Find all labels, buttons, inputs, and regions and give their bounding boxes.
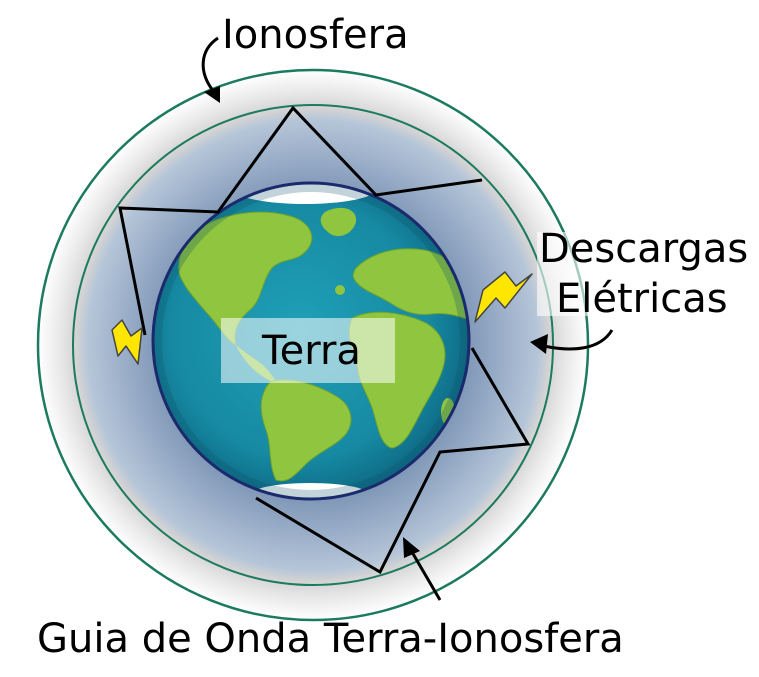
waveguide-label: Guia de Onda Terra-Ionosfera	[37, 616, 624, 662]
lightning-bolt-icon	[111, 319, 143, 365]
discharges-label-line2: Elétricas	[556, 276, 728, 322]
arrow-icon	[543, 329, 614, 351]
discharges-label-line1: Descargas	[539, 226, 748, 272]
ionosphere-label: Ionosfera	[222, 12, 409, 58]
arrow-icon	[410, 551, 442, 601]
lightning-bolt-icon	[474, 271, 533, 323]
waveguide-wave-path	[118, 105, 531, 575]
arrow-icon	[201, 36, 219, 93]
discharges-label-backdrop	[537, 232, 759, 316]
arrow-icon	[403, 537, 420, 558]
arrow-icon	[530, 334, 548, 354]
earth-label: Terra	[261, 328, 361, 374]
earth-label-backdrop	[221, 318, 395, 383]
arrow-icon	[204, 86, 220, 103]
